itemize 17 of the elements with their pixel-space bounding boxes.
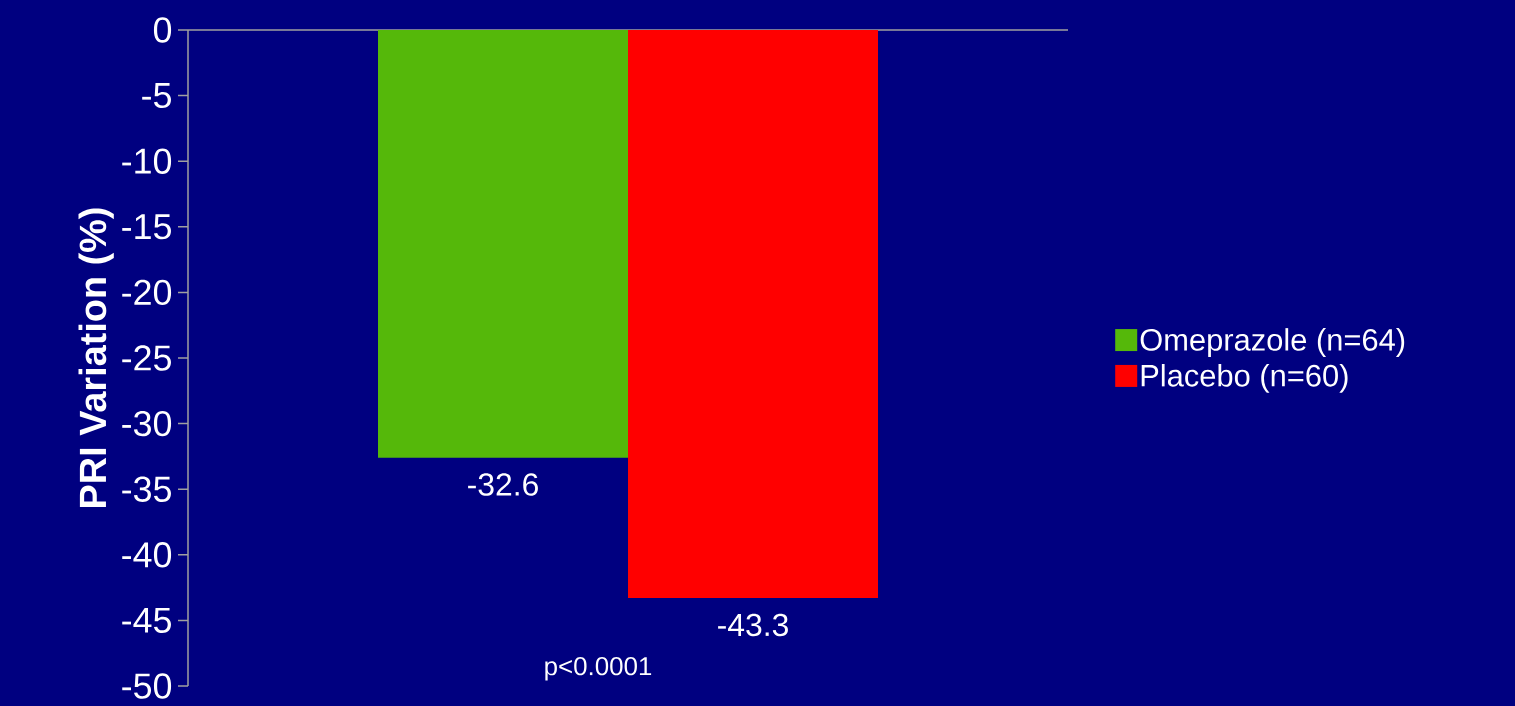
legend-label: Placebo (n=60)	[1141, 363, 1348, 393]
data-label: -32.6	[468, 473, 538, 496]
y-axis-title: PRI Variation (%)	[78, 208, 114, 507]
y-tick-label: -10	[122, 148, 172, 174]
y-tick-label: -30	[122, 410, 172, 437]
y-tick-label: -25	[122, 345, 171, 371]
y-tick-label: -20	[122, 279, 172, 306]
y-tick-label: -40	[122, 542, 172, 568]
y-tick-label: -50	[122, 673, 172, 699]
y-tick-label: -45	[122, 607, 171, 633]
y-tick-label: -5	[142, 83, 171, 109]
annotation: p<0.0001	[545, 657, 652, 681]
legend-label: Omeprazole (n=64)	[1140, 328, 1405, 357]
data-label: -43.3	[718, 613, 788, 637]
y-tick-label: 0	[153, 17, 172, 43]
y-tick-label: -15	[122, 214, 171, 240]
y-tick-label: -35	[122, 476, 171, 502]
